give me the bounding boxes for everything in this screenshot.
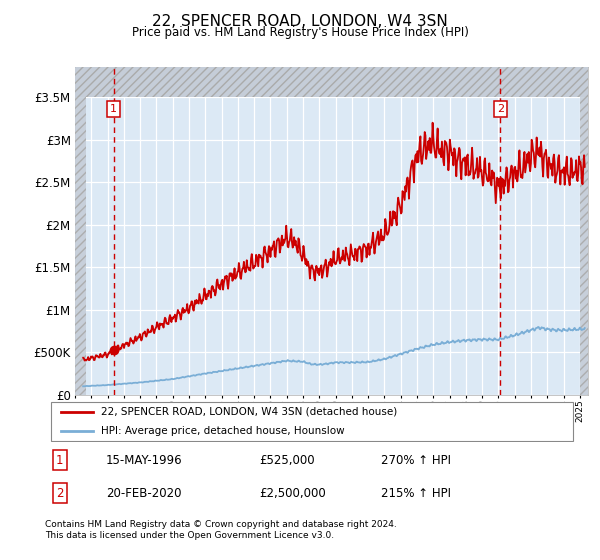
- Text: 20-FEB-2020: 20-FEB-2020: [106, 487, 182, 500]
- Text: 1: 1: [56, 454, 64, 466]
- Text: 2: 2: [56, 487, 64, 500]
- Text: HPI: Average price, detached house, Hounslow: HPI: Average price, detached house, Houn…: [101, 426, 344, 436]
- Bar: [75, 67, 588, 97]
- Bar: [75, 67, 86, 395]
- Text: £2,500,000: £2,500,000: [259, 487, 326, 500]
- Text: 15-MAY-1996: 15-MAY-1996: [106, 454, 183, 466]
- Text: 270% ↑ HPI: 270% ↑ HPI: [380, 454, 451, 466]
- Text: 215% ↑ HPI: 215% ↑ HPI: [380, 487, 451, 500]
- Bar: [580, 67, 588, 395]
- Text: 22, SPENCER ROAD, LONDON, W4 3SN (detached house): 22, SPENCER ROAD, LONDON, W4 3SN (detach…: [101, 407, 397, 417]
- Text: 2: 2: [497, 104, 504, 114]
- Text: £525,000: £525,000: [259, 454, 315, 466]
- Text: 1: 1: [110, 104, 117, 114]
- Text: This data is licensed under the Open Government Licence v3.0.: This data is licensed under the Open Gov…: [45, 531, 334, 540]
- FancyBboxPatch shape: [50, 402, 574, 441]
- Text: Price paid vs. HM Land Registry's House Price Index (HPI): Price paid vs. HM Land Registry's House …: [131, 26, 469, 39]
- Text: 22, SPENCER ROAD, LONDON, W4 3SN: 22, SPENCER ROAD, LONDON, W4 3SN: [152, 14, 448, 29]
- Text: Contains HM Land Registry data © Crown copyright and database right 2024.: Contains HM Land Registry data © Crown c…: [45, 520, 397, 529]
